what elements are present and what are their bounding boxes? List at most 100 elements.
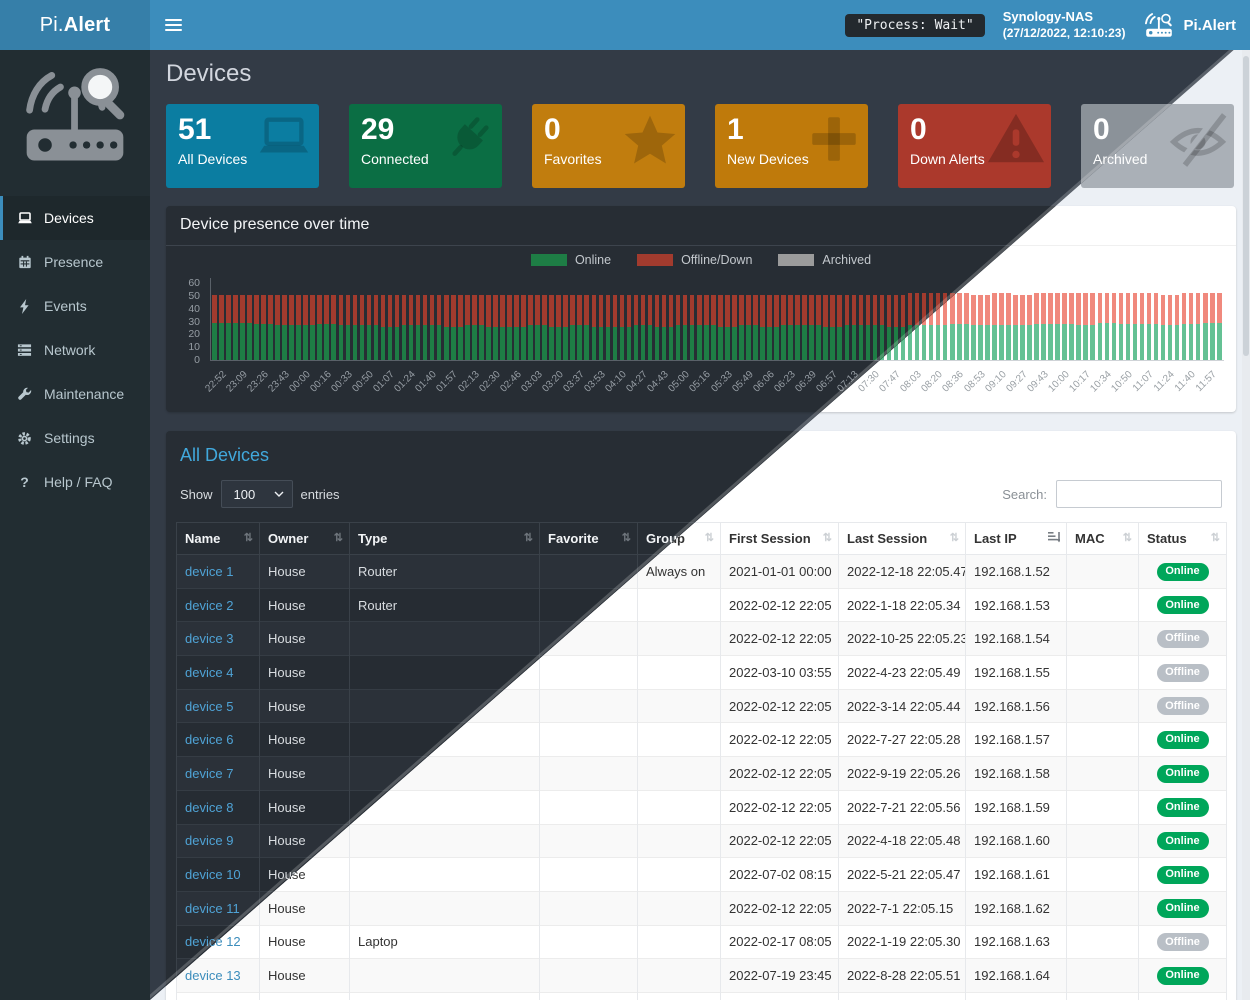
stacked-bar: [683, 295, 688, 360]
card-down-alerts[interactable]: 0 Down Alerts: [898, 104, 1051, 188]
stacked-bar: [430, 295, 435, 360]
sidebar-item-network[interactable]: Network: [0, 328, 150, 372]
legend-archived[interactable]: Archived: [778, 253, 871, 267]
stacked-bar: [395, 295, 400, 360]
cell-last_session: 2022-7-1 22:05.15: [839, 891, 966, 925]
column-header-type[interactable]: Type⇅: [350, 523, 540, 555]
cell-last_ip: 192.168.1.56: [966, 689, 1067, 723]
column-header-name[interactable]: Name⇅: [177, 523, 260, 555]
stacked-bar: [486, 295, 491, 360]
stacked-bar: [711, 295, 716, 360]
cell-group: [638, 858, 721, 892]
host-datetime: (27/12/2022, 12:10:23): [1003, 26, 1126, 41]
y-tick-label: 0: [168, 354, 200, 366]
brand-logo[interactable]: Pi.Alert: [0, 0, 150, 50]
column-header-mac[interactable]: MAC⇅: [1067, 523, 1139, 555]
card-favorites[interactable]: 0 Favorites: [532, 104, 685, 188]
cell-group: [638, 925, 721, 959]
stacked-bar: [1210, 293, 1215, 360]
scrollbar-thumb[interactable]: [1243, 56, 1249, 356]
sort-icon: ⇅: [622, 531, 631, 544]
column-header-status[interactable]: Status⇅: [1139, 523, 1227, 555]
column-header-last-session[interactable]: Last Session⇅: [839, 523, 966, 555]
device-link[interactable]: device 13: [185, 968, 241, 983]
sidebar-item-help[interactable]: ? Help / FAQ: [0, 460, 150, 504]
stacked-bar: [1168, 295, 1173, 360]
sidebar-item-devices[interactable]: Devices: [0, 196, 150, 240]
stacked-bar: [676, 295, 681, 360]
app-menu[interactable]: Pi.Alert: [1143, 12, 1236, 39]
stacked-bar: [978, 295, 983, 360]
cell-favorite: [540, 992, 638, 1000]
device-link[interactable]: device 4: [185, 665, 233, 680]
navbar-right: "Process: Wait" Synology-NAS (27/12/2022…: [845, 0, 1236, 50]
stacked-bar: [1090, 293, 1095, 360]
column-header-last-ip[interactable]: Last IP: [966, 523, 1067, 555]
stacked-bar: [1105, 293, 1110, 360]
stacked-bar: [219, 295, 224, 360]
sidebar-item-presence[interactable]: Presence: [0, 240, 150, 284]
stacked-bar: [971, 295, 976, 360]
stacked-bar: [599, 295, 604, 360]
search-input[interactable]: [1056, 480, 1222, 508]
sidebar-item-events[interactable]: Events: [0, 284, 150, 328]
column-header-owner[interactable]: Owner⇅: [260, 523, 350, 555]
entries-select[interactable]: 100: [221, 480, 293, 508]
device-link[interactable]: device 1: [185, 564, 233, 579]
stacked-bar: [823, 295, 828, 360]
device-link[interactable]: device 6: [185, 732, 233, 747]
stacked-bar: [367, 295, 372, 360]
cell-last_session: 2022-1-19 22:05.30: [839, 925, 966, 959]
page-scrollbar[interactable]: [1242, 50, 1250, 1000]
cell-status: Offline: [1139, 689, 1227, 723]
cell-name: device 6: [177, 723, 260, 757]
device-link[interactable]: device 8: [185, 800, 233, 815]
device-link[interactable]: device 7: [185, 766, 233, 781]
sidebar-item-label: Events: [44, 298, 87, 314]
column-header-favorite[interactable]: Favorite⇅: [540, 523, 638, 555]
sidebar-menu: Devices Presence Events Network: [0, 196, 150, 504]
stacked-bar: [613, 295, 618, 360]
stacked-bar: [1126, 293, 1131, 360]
entries-label: entries: [301, 487, 340, 502]
card-new-devices[interactable]: 1 New Devices: [715, 104, 868, 188]
host-info: Synology-NAS (27/12/2022, 12:10:23): [1003, 9, 1126, 40]
cell-mac: [1067, 790, 1139, 824]
card-all-devices[interactable]: 51 All Devices: [166, 104, 319, 188]
cell-favorite: [540, 959, 638, 993]
cell-last_ip: 192.168.1.52: [966, 555, 1067, 589]
device-link[interactable]: device 3: [185, 631, 233, 646]
stacked-bar: [1020, 295, 1025, 360]
cell-first_session: 2022-02-12 22:05: [721, 689, 839, 723]
stacked-bar: [346, 295, 351, 360]
cell-status: Online: [1139, 858, 1227, 892]
device-link[interactable]: device 9: [185, 833, 233, 848]
stacked-bar: [563, 295, 568, 360]
sidebar-item-maintenance[interactable]: Maintenance: [0, 372, 150, 416]
stat-cards: 51 All Devices 29 Connected 0 Favorites: [166, 104, 1236, 188]
cell-type: Router: [350, 555, 540, 589]
sort-icon: ⇅: [1123, 531, 1132, 544]
legend-online[interactable]: Online: [531, 253, 611, 267]
hamburger-icon[interactable]: [165, 16, 182, 34]
cell-favorite: [540, 858, 638, 892]
device-link[interactable]: device 2: [185, 598, 233, 613]
device-link[interactable]: device 10: [185, 867, 241, 882]
stacked-bar: [479, 295, 484, 360]
device-link[interactable]: device 5: [185, 699, 233, 714]
stacked-bar: [317, 295, 322, 360]
cell-first_session: 2022-02-12 22:05: [721, 891, 839, 925]
process-status-badge: "Process: Wait": [845, 14, 984, 37]
cell-last_ip: 192.168.1.60: [966, 824, 1067, 858]
search-label: Search:: [1002, 487, 1047, 502]
sidebar-item-settings[interactable]: Settings: [0, 416, 150, 460]
stacked-bar: [606, 295, 611, 360]
cell-mac: [1067, 588, 1139, 622]
legend-offline[interactable]: Offline/Down: [637, 253, 752, 267]
card-connected[interactable]: 29 Connected: [349, 104, 502, 188]
brand-bold: Alert: [64, 14, 111, 37]
column-header-first-session[interactable]: First Session⇅: [721, 523, 839, 555]
sidebar-item-label: Maintenance: [44, 386, 124, 402]
device-link[interactable]: device 11: [185, 901, 240, 916]
stacked-bar: [542, 295, 547, 360]
